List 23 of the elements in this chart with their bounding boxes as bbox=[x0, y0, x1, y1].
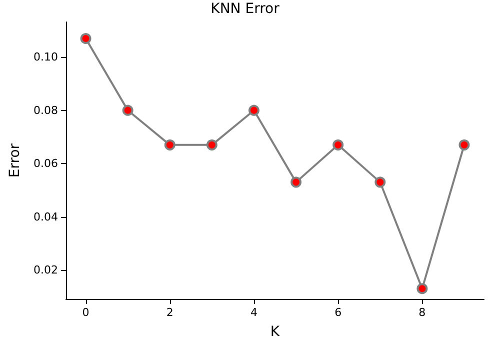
point bbox=[206, 139, 218, 150]
y-tick-label: 0.08 bbox=[34, 104, 58, 117]
y-tick-label: 0.04 bbox=[34, 210, 58, 224]
y-tick-label: 0.10 bbox=[34, 50, 58, 64]
point bbox=[248, 104, 260, 116]
chart-title: KNN Error bbox=[210, 1, 280, 17]
x-tick-label: 8 bbox=[418, 306, 426, 319]
x-tick-label: 6 bbox=[334, 306, 342, 319]
point bbox=[374, 176, 386, 188]
point bbox=[332, 139, 344, 150]
x-tick-label: 4 bbox=[250, 306, 258, 319]
y-axis-title: Error bbox=[7, 143, 23, 178]
x-tick-label: 0 bbox=[82, 306, 90, 319]
x-axis-title: K bbox=[270, 324, 280, 340]
point bbox=[416, 283, 428, 294]
point bbox=[122, 104, 134, 116]
point bbox=[80, 33, 92, 44]
point bbox=[458, 139, 470, 150]
x-tick-label: 2 bbox=[166, 306, 174, 319]
point bbox=[290, 176, 302, 188]
y-tick-label: 0.06 bbox=[34, 157, 58, 170]
y-tick-label: 0.02 bbox=[34, 263, 58, 276]
point bbox=[164, 139, 176, 150]
